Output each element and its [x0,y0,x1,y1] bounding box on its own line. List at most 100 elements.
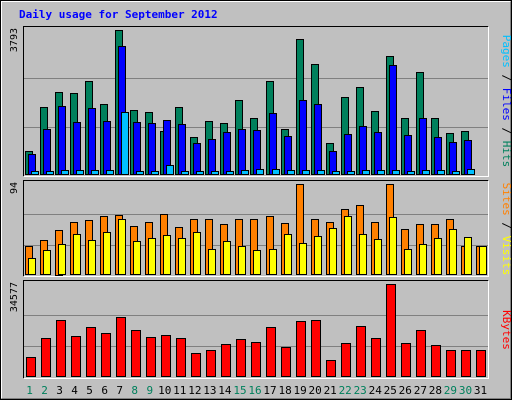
visits-bar-day-20 [314,236,322,275]
visits-box-highlight [23,180,489,277]
files-bar-day-8 [133,122,141,175]
x-tick-label-day-2: 2 [41,384,48,397]
files-bar-day-4 [73,122,81,175]
hits-box-shadow [23,26,489,177]
pages-bar-day-10 [166,165,174,175]
files-bar-day-23 [359,126,367,175]
legend-separator: / [500,216,512,236]
legend-files: Files [500,88,512,121]
pages-bar-day-8 [136,171,144,175]
visits-bar-day-14 [223,241,231,275]
files-bar-day-27 [419,118,427,175]
pages-bar-day-29 [452,171,460,175]
x-tick-label-day-21: 21 [324,384,337,397]
kbytes-bar-day-11 [176,338,186,377]
files-bar-day-18 [284,136,292,175]
visits-series [28,216,487,275]
files-bar-day-6 [103,121,111,175]
pages-bar-day-17 [272,169,280,175]
pages-bar-day-27 [422,170,430,175]
visits-bar-day-6 [103,232,111,275]
x-tick-label-day-6: 6 [101,384,108,397]
hits-panel: 3793 Pages / Files / Hits [9,26,512,177]
kbytes-bar-day-13 [206,350,216,377]
pages-bar-day-22 [347,171,355,175]
x-tick-label-day-3: 3 [56,384,63,397]
visits-bar-day-1 [28,258,36,275]
kbytes-bar-day-25 [386,284,396,377]
visits-bar-day-24 [374,239,382,275]
kbytes-bar-day-6 [101,333,111,377]
x-tick-label-day-20: 20 [308,384,321,397]
pages-bar-day-9 [151,171,159,175]
visits-bar-day-9 [148,238,156,275]
x-tick-label-day-25: 25 [384,384,397,397]
x-tick-label-day-7: 7 [116,384,123,397]
kbytes-bar-day-17 [266,327,276,377]
visits-bar-day-30 [464,237,472,275]
kbytes-bar-day-20 [311,320,321,377]
visits-bar-day-12 [193,232,201,275]
visits-panel: 94 Sites / Visits [9,180,512,277]
kbytes-bar-day-18 [281,347,291,377]
pages-bar-day-21 [332,171,340,175]
pages-bar-day-24 [377,170,385,175]
visits-bar-day-29 [449,229,457,275]
chart-panels: 3793 Pages / Files / Hits 94 Sites / Visits… [9,26,512,379]
kbytes-bar-day-31 [476,350,486,377]
kbytes-bar-day-15 [236,339,246,377]
pages-bar-day-18 [287,170,295,175]
pages-bar-day-4 [76,170,84,175]
hits-legend: Pages / Files / Hits [500,35,512,168]
pages-bar-day-2 [46,171,54,175]
legend-hits: Hits [500,141,512,168]
pages-bar-day-28 [437,170,445,175]
files-bar-day-2 [43,129,51,175]
kbytes-bar-day-1 [26,357,36,377]
kbytes-bar-day-12 [191,353,201,377]
kbytes-bar-day-28 [431,345,441,377]
pages-bar-day-15 [241,170,249,175]
visits-bar-day-4 [73,234,81,275]
kbytes-bar-day-29 [446,350,456,377]
legend-pages: Pages [500,35,512,68]
legend-separator: / [500,121,512,141]
kbytes-bar-day-10 [161,335,171,377]
pages-series [31,112,475,175]
pages-bar-day-3 [61,170,69,175]
files-bar-day-20 [314,104,322,175]
kbytes-bar-day-21 [326,360,336,377]
files-bar-day-15 [238,129,246,175]
kbytes-bar-day-9 [146,337,156,377]
kbytes-bar-day-16 [251,342,261,377]
visits-bar-day-3 [58,244,66,275]
visits-box-shadow [23,180,489,277]
kbytes-bar-day-8 [131,330,141,377]
pages-bar-day-14 [226,171,234,175]
kbytes-bar-day-3 [56,320,66,377]
files-bar-day-14 [223,132,231,175]
x-tick-label-day-13: 13 [203,384,216,397]
files-bar-day-11 [178,124,186,175]
x-tick-label-day-30: 30 [459,384,472,397]
visits-bar-day-16 [253,250,261,275]
visits-bar-day-28 [434,238,442,275]
files-bar-day-24 [374,132,382,175]
kbytes-bar-day-24 [371,338,381,377]
pages-bar-day-19 [302,170,310,175]
visits-bar-day-13 [208,249,216,275]
x-tick-label-day-12: 12 [188,384,201,397]
visits-bar-day-10 [163,235,171,275]
visits-bar-day-19 [299,243,307,275]
kbytes-bar-day-5 [86,327,96,377]
kbytes-bar-day-2 [41,338,51,377]
visits-bar-day-11 [178,238,186,275]
x-tick-label-day-24: 24 [369,384,383,397]
pages-bar-day-26 [407,171,415,175]
visits-bar-day-25 [389,217,397,275]
visits-bar-day-26 [404,249,412,275]
x-tick-label-day-5: 5 [86,384,93,397]
hits-max-label: 3793 [9,28,20,52]
files-bar-day-12 [193,143,201,175]
x-tick-label-day-19: 19 [293,384,306,397]
